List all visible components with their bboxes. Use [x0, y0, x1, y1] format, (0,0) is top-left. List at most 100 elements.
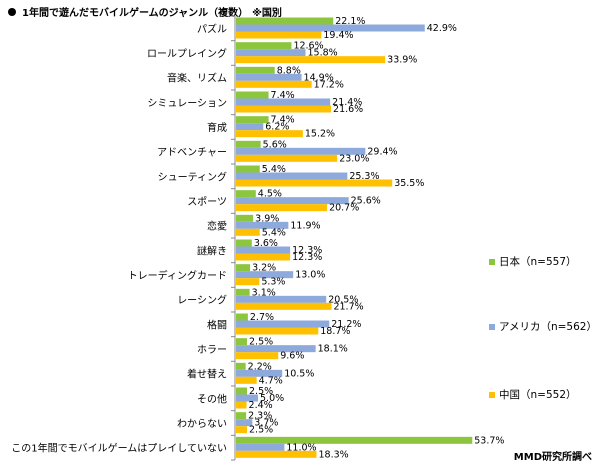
- data-label: 2.2%: [248, 361, 272, 372]
- bar-china: [236, 401, 247, 409]
- data-label: 2.5%: [249, 425, 273, 436]
- category-label: パズル: [197, 22, 227, 35]
- bar-china: [236, 327, 319, 335]
- bar-japan: [236, 140, 261, 148]
- bar-japan: [236, 165, 260, 173]
- data-label: 18.3%: [319, 449, 349, 460]
- data-label: 2.5%: [249, 337, 273, 348]
- category-label: アドベンチャー: [157, 147, 227, 159]
- bar-japan: [236, 338, 247, 346]
- category-label: シューティング: [158, 170, 227, 183]
- bar-china: [236, 228, 260, 236]
- bar-usa: [236, 172, 348, 180]
- data-label: 29.4%: [367, 146, 397, 157]
- data-label: 12.3%: [292, 245, 322, 256]
- bar-usa: [236, 49, 306, 57]
- data-label: 21.7%: [333, 301, 363, 312]
- data-label: 5.0%: [260, 393, 284, 404]
- data-label: 15.8%: [308, 48, 338, 59]
- category-label: スポーツ: [187, 196, 227, 208]
- bar-china: [236, 450, 317, 458]
- data-label: 2.7%: [250, 312, 274, 323]
- bar-china: [236, 426, 247, 434]
- bar-usa: [236, 369, 283, 377]
- bar-japan: [236, 42, 292, 50]
- bar-usa: [236, 320, 330, 328]
- data-label: 3.6%: [254, 238, 278, 249]
- legend-label: 日本（n=557）: [499, 255, 577, 268]
- bar-usa: [236, 419, 253, 427]
- category-label: 育成: [207, 121, 227, 134]
- category-label: 格闘: [207, 318, 227, 331]
- bar-china: [236, 56, 386, 64]
- bar-japan: [236, 288, 250, 296]
- data-label: 21.4%: [332, 97, 362, 108]
- bar-usa: [236, 221, 289, 229]
- bar-china: [236, 105, 332, 113]
- data-label: 21.2%: [331, 319, 361, 330]
- data-label: 53.7%: [474, 435, 504, 446]
- data-label: 2.3%: [248, 411, 272, 422]
- bar-china: [236, 130, 303, 138]
- bar-japan: [236, 362, 246, 370]
- bar-china: [236, 154, 338, 162]
- data-label: 9.6%: [280, 351, 304, 362]
- data-label: 14.9%: [304, 72, 334, 83]
- bar-japan: [236, 313, 248, 321]
- data-label: 7.4%: [271, 90, 295, 101]
- bar-usa: [236, 271, 294, 279]
- bar-usa: [236, 73, 302, 81]
- bar-japan: [236, 264, 251, 272]
- data-label: 20.7%: [329, 203, 359, 214]
- bar-china: [236, 204, 328, 212]
- data-label: 10.5%: [284, 368, 314, 379]
- bar-japan: [236, 17, 334, 25]
- legend-swatch: [489, 259, 495, 265]
- category-label: 音楽、リズム: [167, 72, 227, 85]
- legend-label: アメリカ（n=562）: [499, 321, 597, 333]
- bar-usa: [236, 147, 366, 155]
- data-label: 15.2%: [305, 129, 335, 140]
- data-label: 23.0%: [339, 153, 369, 164]
- bar-japan: [236, 190, 256, 198]
- bar-usa: [236, 123, 264, 131]
- bar-japan: [236, 412, 247, 420]
- bar-japan: [236, 116, 269, 124]
- data-label: 25.3%: [349, 171, 379, 182]
- data-label: 11.9%: [290, 220, 320, 231]
- data-label: 12.6%: [293, 41, 323, 52]
- bar-china: [236, 179, 393, 187]
- data-label: 12.3%: [292, 252, 322, 263]
- data-label: 4.7%: [259, 375, 283, 386]
- bar-usa: [236, 246, 291, 254]
- data-label: 3.7%: [254, 418, 278, 429]
- data-label: 2.5%: [249, 386, 273, 397]
- category-label: わからない: [177, 418, 227, 430]
- bar-usa: [236, 443, 285, 451]
- data-label: 13.0%: [295, 270, 325, 281]
- bullet-icon: [8, 8, 16, 16]
- data-label: 18.7%: [320, 326, 350, 337]
- bar-japan: [236, 214, 254, 222]
- bar-china: [236, 278, 260, 286]
- data-label: 25.6%: [351, 196, 381, 207]
- data-label: 20.5%: [328, 294, 358, 305]
- data-label: 5.4%: [262, 164, 286, 175]
- chart-note: ※国別: [252, 8, 282, 19]
- bar-china: [236, 352, 279, 360]
- bar-china: [236, 31, 322, 39]
- category-label: 恋愛: [207, 220, 227, 233]
- data-label: 11.0%: [286, 442, 316, 453]
- category-label: ロールプレイング: [147, 47, 227, 60]
- source-credit: MMD研究所調べ: [513, 452, 592, 463]
- category-label: ホラー: [197, 344, 227, 356]
- bar-japan: [236, 436, 473, 444]
- bar-china: [236, 302, 332, 310]
- legend-swatch: [489, 392, 495, 398]
- bar-china: [236, 80, 312, 88]
- category-label: その他: [197, 392, 227, 405]
- bar-japan: [236, 91, 269, 99]
- category-label: 着せ替え: [187, 368, 227, 381]
- data-label: 5.6%: [263, 139, 287, 150]
